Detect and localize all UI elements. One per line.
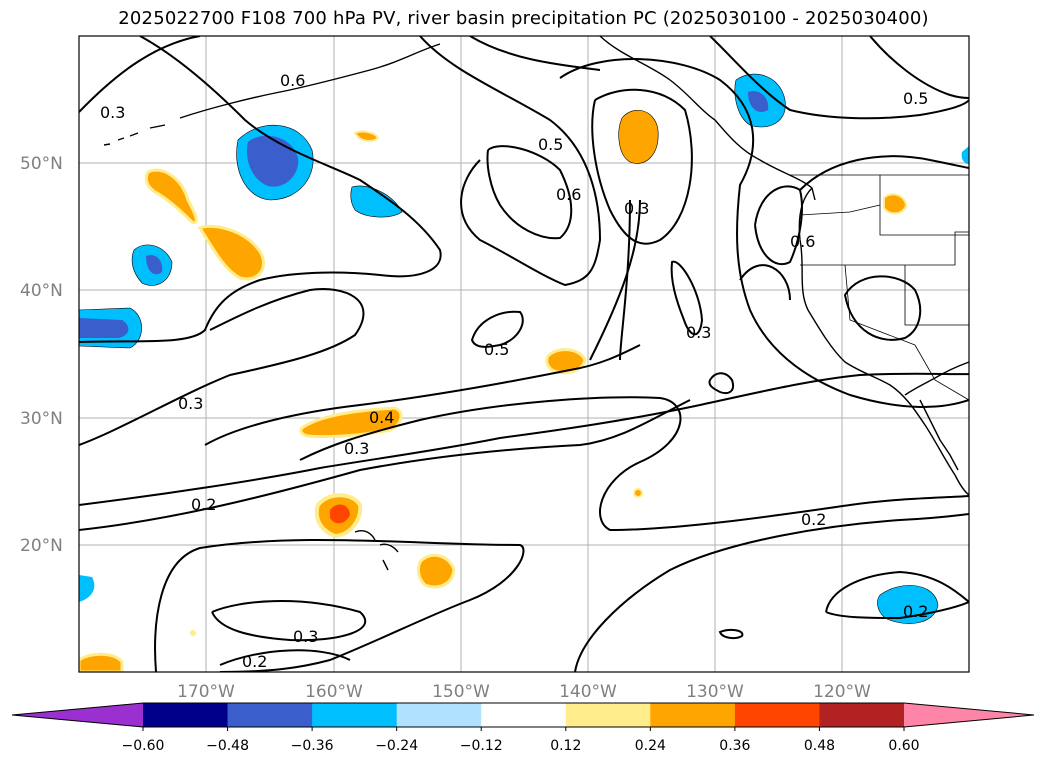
graticule: [79, 36, 969, 672]
colorbar-segment: [312, 703, 398, 727]
contour-label: 0.3: [344, 439, 369, 458]
lat-label: 30°N: [20, 409, 63, 429]
colorbar-segment: [143, 703, 229, 727]
colorbar-segment: [565, 703, 651, 727]
contour-label: 0.3: [624, 199, 649, 218]
colorbar-segment: [734, 703, 820, 727]
colorbar-tick-label: 0.60: [888, 738, 919, 754]
colorbar-segment: [481, 703, 567, 727]
contour-label: 0.6: [790, 232, 815, 251]
contour-label: 0.3: [100, 103, 125, 122]
colorbar-ticks: −0.60 −0.48 −0.36 −0.24 −0.12 0.12 0.24 0.36 0.4…: [122, 727, 920, 754]
colorbar-extend-min: [12, 703, 143, 727]
contour-label: 0.6: [280, 71, 305, 90]
contour-label: 0.3: [178, 394, 203, 413]
lat-label: 40°N: [20, 281, 63, 301]
colorbar-segment: [650, 703, 736, 727]
map-background: [79, 36, 969, 672]
colorbar-tick-label: −0.12: [460, 738, 503, 754]
longitude-labels: 170°W 160°W 150°W 140°W 130°W 120°W: [177, 682, 871, 702]
contour-label: 0.4: [369, 408, 394, 427]
contour-label: 0.2: [242, 652, 267, 671]
contour-label: 0.2: [191, 495, 216, 514]
colorbar-tick-label: 0.36: [719, 738, 750, 754]
lat-label: 20°N: [20, 536, 63, 556]
colorbar-tick-label: −0.48: [206, 738, 249, 754]
precip-shading: [79, 73, 969, 672]
lon-label: 140°W: [559, 682, 617, 702]
colorbar-tick-label: −0.60: [122, 738, 165, 754]
contour-label: 0.5: [903, 89, 928, 108]
colorbar-extend-max: [904, 703, 1034, 727]
contour-labels: 0.6 0.3 0.5 0.6 0.3 0.5 0.6 0.5 0.3 0.3 …: [100, 71, 928, 671]
map-frame: [78, 35, 970, 673]
contour-label: 0.3: [686, 323, 711, 342]
contour-label: 0.2: [903, 602, 928, 621]
lon-label: 150°W: [432, 682, 490, 702]
colorbar-segment: [396, 703, 482, 727]
colorbar-tick-label: −0.36: [291, 738, 334, 754]
contour-label: 0.5: [484, 340, 509, 359]
contour-label: 0.2: [801, 510, 826, 529]
lon-label: 170°W: [177, 682, 235, 702]
coastlines: [103, 36, 969, 571]
colorbar-tick-label: 0.24: [635, 738, 666, 754]
lat-label: 50°N: [20, 154, 63, 174]
latitude-labels: 50°N 40°N 30°N 20°N: [20, 154, 63, 556]
colorbar-tick-label: −0.24: [375, 738, 418, 754]
lon-label: 120°W: [813, 682, 871, 702]
lon-label: 160°W: [305, 682, 363, 702]
pv-contours: [79, 36, 969, 672]
contour-label: 0.3: [293, 627, 318, 646]
contour-label: 0.6: [556, 185, 581, 204]
colorbar: [11, 702, 1035, 728]
colorbar-tick-label: 0.12: [550, 738, 581, 754]
lon-label: 130°W: [686, 682, 744, 702]
colorbar-tick-label: 0.48: [804, 738, 835, 754]
colorbar-segment: [227, 703, 313, 727]
map-title: 2025022700 F108 700 hPa PV, river basin …: [118, 8, 929, 29]
borders: [790, 174, 969, 401]
colorbar-segment: [819, 703, 905, 727]
contour-label: 0.5: [538, 135, 563, 154]
